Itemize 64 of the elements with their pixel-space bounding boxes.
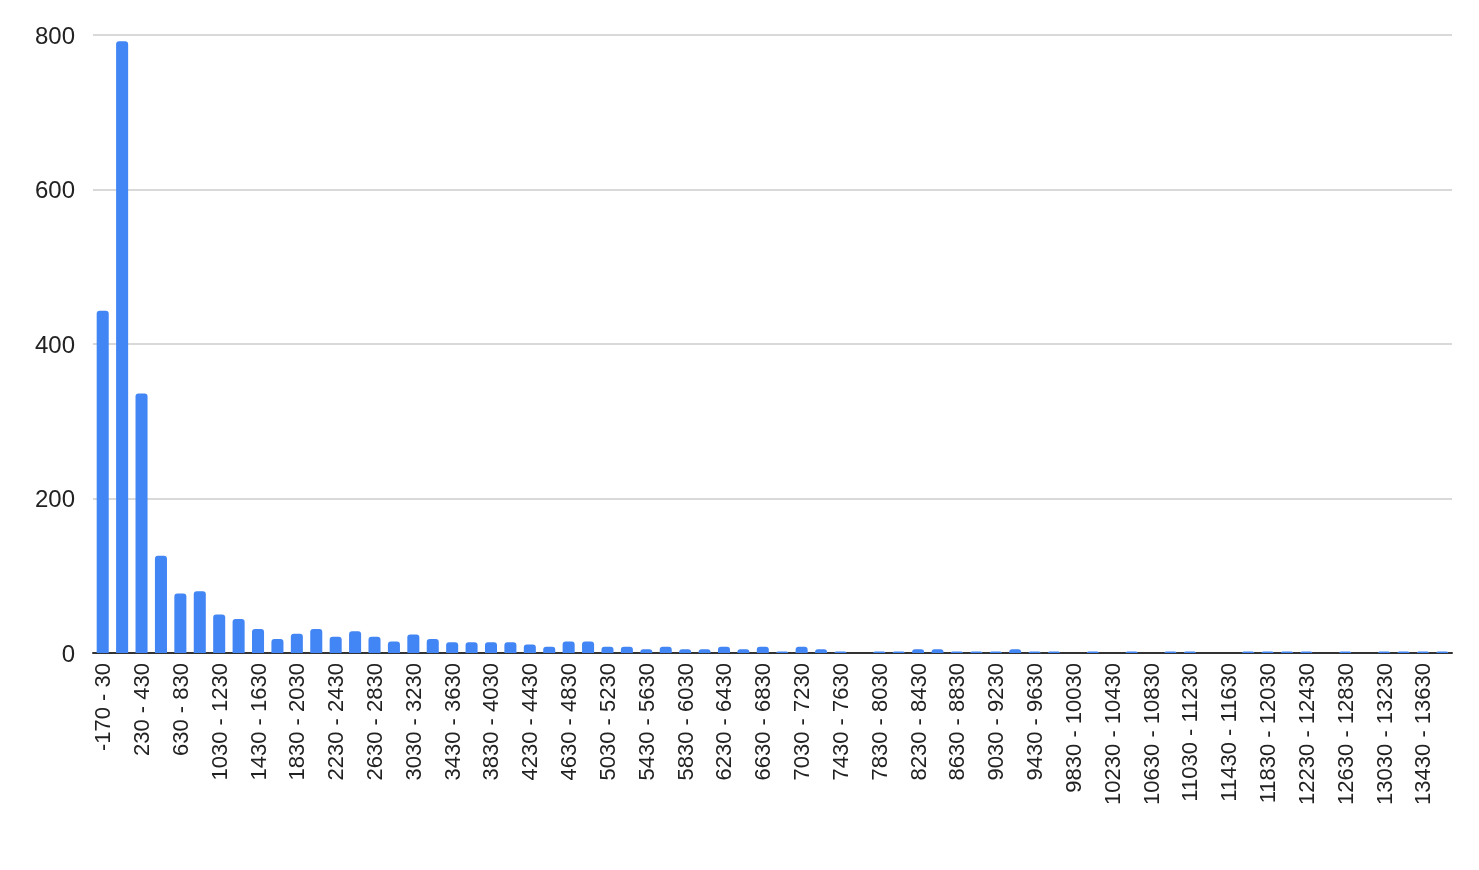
x-tick-label: 5830 - 6030 bbox=[672, 663, 698, 781]
x-tick-label: 13430 - 13630 bbox=[1410, 663, 1436, 805]
x-tick-label: 630 - 830 bbox=[167, 663, 193, 756]
bar bbox=[96, 310, 109, 653]
bar bbox=[368, 636, 381, 653]
bar bbox=[504, 642, 517, 653]
x-tick-label: 1430 - 1630 bbox=[245, 663, 271, 781]
bar bbox=[213, 614, 226, 653]
x-tick-label: 13030 - 13230 bbox=[1371, 663, 1397, 805]
x-tick-label: 2630 - 2830 bbox=[362, 663, 388, 781]
x-tick-label: 11030 - 11230 bbox=[1177, 663, 1203, 802]
x-tick-label: 1830 - 2030 bbox=[284, 663, 310, 781]
bar bbox=[484, 642, 498, 653]
x-tick-label: 12630 - 12830 bbox=[1332, 663, 1358, 805]
x-tick-label: 7030 - 7230 bbox=[789, 663, 815, 781]
x-tick-label: 2230 - 2430 bbox=[323, 663, 349, 781]
bar bbox=[232, 619, 245, 653]
x-tick-label: 7430 - 7630 bbox=[827, 663, 853, 781]
bar bbox=[426, 639, 439, 653]
bar bbox=[407, 634, 420, 653]
bar bbox=[193, 591, 206, 653]
x-tick-label: 3830 - 4030 bbox=[478, 663, 504, 781]
x-tick-label: 1030 - 1230 bbox=[206, 663, 232, 781]
bar bbox=[465, 642, 478, 653]
x-tick-label: 9030 - 9230 bbox=[983, 663, 1009, 781]
bar bbox=[582, 641, 595, 653]
x-tick-label: 230 - 430 bbox=[129, 663, 155, 756]
y-tick-label: 800 bbox=[34, 21, 75, 49]
bar bbox=[116, 41, 129, 653]
x-tick-label: 4230 - 4430 bbox=[517, 663, 543, 781]
bar bbox=[174, 593, 187, 653]
bar bbox=[271, 639, 284, 653]
y-tick-label: 400 bbox=[34, 330, 75, 358]
bar bbox=[290, 633, 303, 653]
x-tick-label: 10630 - 10830 bbox=[1138, 663, 1164, 805]
x-tick-label: 5030 - 5230 bbox=[594, 663, 620, 781]
x-tick-label: 8630 - 8830 bbox=[944, 663, 970, 781]
y-tick-label: 0 bbox=[61, 639, 75, 667]
bar bbox=[135, 393, 148, 653]
x-tick-label: 3430 - 3630 bbox=[439, 663, 465, 781]
x-tick-label: 6230 - 6430 bbox=[711, 663, 737, 781]
y-tick-label: 200 bbox=[34, 485, 75, 512]
bar bbox=[310, 629, 323, 653]
bar bbox=[446, 642, 459, 653]
x-tick-label: 11430 - 11630 bbox=[1216, 663, 1242, 802]
x-tick-label: 6630 - 6830 bbox=[750, 663, 776, 781]
x-tick-label: 10230 - 10430 bbox=[1099, 663, 1125, 805]
x-tick-label: 9430 - 9630 bbox=[1022, 663, 1048, 781]
bar bbox=[154, 555, 167, 653]
x-tick-label: 8230 - 8430 bbox=[905, 663, 931, 781]
x-tick-label: 11830 - 12030 bbox=[1255, 663, 1281, 804]
bar bbox=[329, 636, 342, 653]
x-tick-label: 4630 - 4830 bbox=[556, 663, 582, 781]
bar bbox=[562, 641, 575, 653]
y-tick-label: 600 bbox=[34, 176, 75, 203]
x-tick-label: 7830 - 8030 bbox=[866, 663, 892, 781]
bar bbox=[387, 641, 400, 653]
x-tick-label: 3030 - 3230 bbox=[400, 663, 426, 781]
bar bbox=[349, 631, 362, 653]
x-tick-label: -170 - 30 bbox=[90, 663, 116, 752]
x-tick-label: 5430 - 5630 bbox=[633, 663, 659, 781]
x-tick-label: 12230 - 12430 bbox=[1293, 663, 1319, 805]
bar bbox=[252, 629, 265, 653]
x-tick-label: 9830 - 10030 bbox=[1060, 663, 1086, 793]
